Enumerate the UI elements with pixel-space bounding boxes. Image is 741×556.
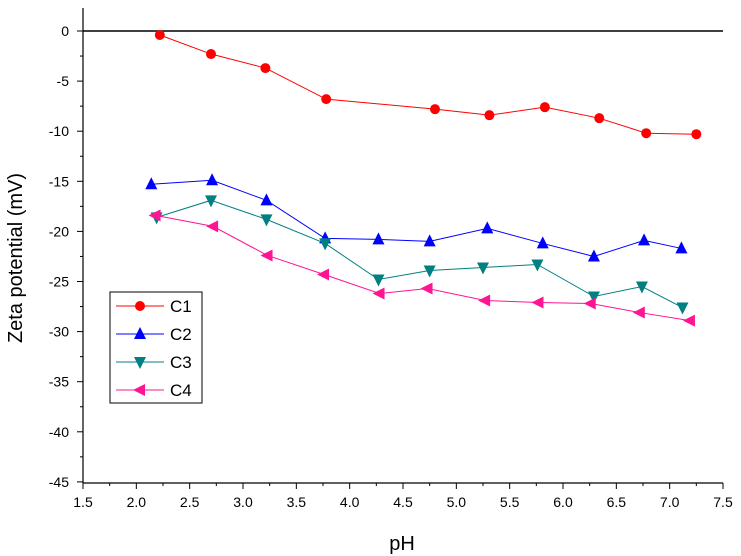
data-point: [154, 30, 165, 41]
data-point: [484, 110, 495, 121]
series-line: [155, 214, 691, 322]
legend-marker: [134, 357, 146, 369]
y-tick-label: -30: [49, 324, 69, 340]
data-point: [423, 234, 436, 247]
x-tick-label: 5.5: [500, 494, 520, 510]
data-point: [539, 102, 550, 113]
data-point: [635, 281, 648, 294]
series-layer: [145, 30, 702, 327]
data-point: [206, 173, 219, 186]
series-c1: [154, 30, 702, 140]
legend: C1 C2 C3 C4: [109, 291, 203, 404]
series-c2: [145, 173, 688, 262]
data-point: [319, 238, 332, 251]
series-c3: [150, 195, 689, 315]
data-point: [372, 274, 385, 287]
x-tick-label: 7.0: [660, 494, 680, 510]
data-point: [260, 63, 271, 74]
y-tick-label: 0: [61, 23, 69, 39]
y-tick-label: -20: [49, 223, 69, 239]
data-point: [481, 221, 494, 234]
data-point: [420, 282, 433, 295]
data-point: [587, 249, 600, 262]
data-point: [531, 259, 544, 272]
y-tick-label: -10: [49, 123, 69, 139]
legend-marker: [133, 384, 145, 396]
data-point: [676, 302, 689, 315]
legend-label: C3: [170, 353, 192, 372]
data-point: [477, 262, 489, 275]
data-point: [372, 287, 385, 300]
x-tick-label: 5.0: [447, 494, 467, 510]
x-tick-label: 3.0: [233, 494, 253, 510]
y-tick-label: -35: [49, 374, 69, 390]
data-point: [206, 49, 216, 60]
series-line: [159, 34, 697, 135]
data-point: [260, 214, 273, 227]
x-tick-label: 3.5: [287, 494, 307, 510]
data-point: [372, 232, 385, 245]
data-point: [321, 94, 332, 105]
y-tick-label: -15: [49, 173, 69, 189]
series-c4: [148, 209, 695, 327]
series-line: [156, 199, 683, 308]
x-tick-label: 2.5: [180, 494, 200, 510]
data-point: [423, 265, 436, 278]
x-tick-label: 4.0: [340, 494, 360, 510]
legend-item-c4: C4: [116, 381, 192, 400]
data-point: [145, 177, 158, 190]
x-tick-label: 1.5: [73, 494, 93, 510]
series-line: [151, 179, 682, 257]
data-point: [594, 113, 605, 124]
x-tick-label: 6.5: [607, 494, 627, 510]
x-tick-label: 7.5: [713, 494, 733, 510]
y-tick-label: -45: [49, 474, 69, 490]
legend-label: C1: [170, 297, 192, 316]
data-point: [205, 195, 217, 208]
data-point: [260, 193, 273, 206]
legend-label: C2: [170, 325, 192, 344]
data-point: [536, 236, 549, 249]
legend-marker: [134, 327, 146, 339]
y-axis-label: Zeta potential (mV): [5, 173, 27, 343]
legend-item-c2: C2: [116, 325, 192, 344]
y-tick-label: -25: [49, 274, 69, 290]
data-point: [691, 129, 702, 140]
data-point: [260, 249, 273, 262]
data-point: [531, 296, 544, 309]
y-axis: 0 -5 -10 -15 -20 -25 -30 -35 -40 -45: [49, 23, 83, 490]
y-tick-label: -40: [49, 424, 69, 440]
x-tick-label: 6.0: [553, 494, 573, 510]
x-axis: 1.5 2.0 2.5 3.0 3.5 4.0 4.5 5.0 5.5 6.0 6.5 7.0 7.5: [73, 483, 733, 510]
data-point: [638, 233, 651, 246]
x-axis-label: pH: [389, 533, 415, 555]
data-point: [317, 268, 330, 281]
data-point: [206, 220, 219, 233]
legend-label: C4: [170, 381, 192, 400]
data-point: [675, 241, 688, 254]
data-point: [587, 291, 600, 304]
legend-item-c3: C3: [116, 353, 192, 372]
data-point: [632, 306, 645, 319]
data-point: [641, 128, 652, 139]
data-point: [682, 314, 695, 327]
data-point: [478, 294, 491, 307]
data-point: [583, 297, 596, 310]
legend-box: [109, 291, 203, 404]
x-tick-label: 2.0: [127, 494, 147, 510]
data-point: [430, 104, 440, 115]
y-tick-label: -5: [57, 73, 70, 89]
legend-marker: [135, 301, 145, 311]
data-point: [148, 209, 161, 222]
legend-item-c1: C1: [116, 297, 192, 316]
x-tick-label: 4.5: [393, 494, 413, 510]
